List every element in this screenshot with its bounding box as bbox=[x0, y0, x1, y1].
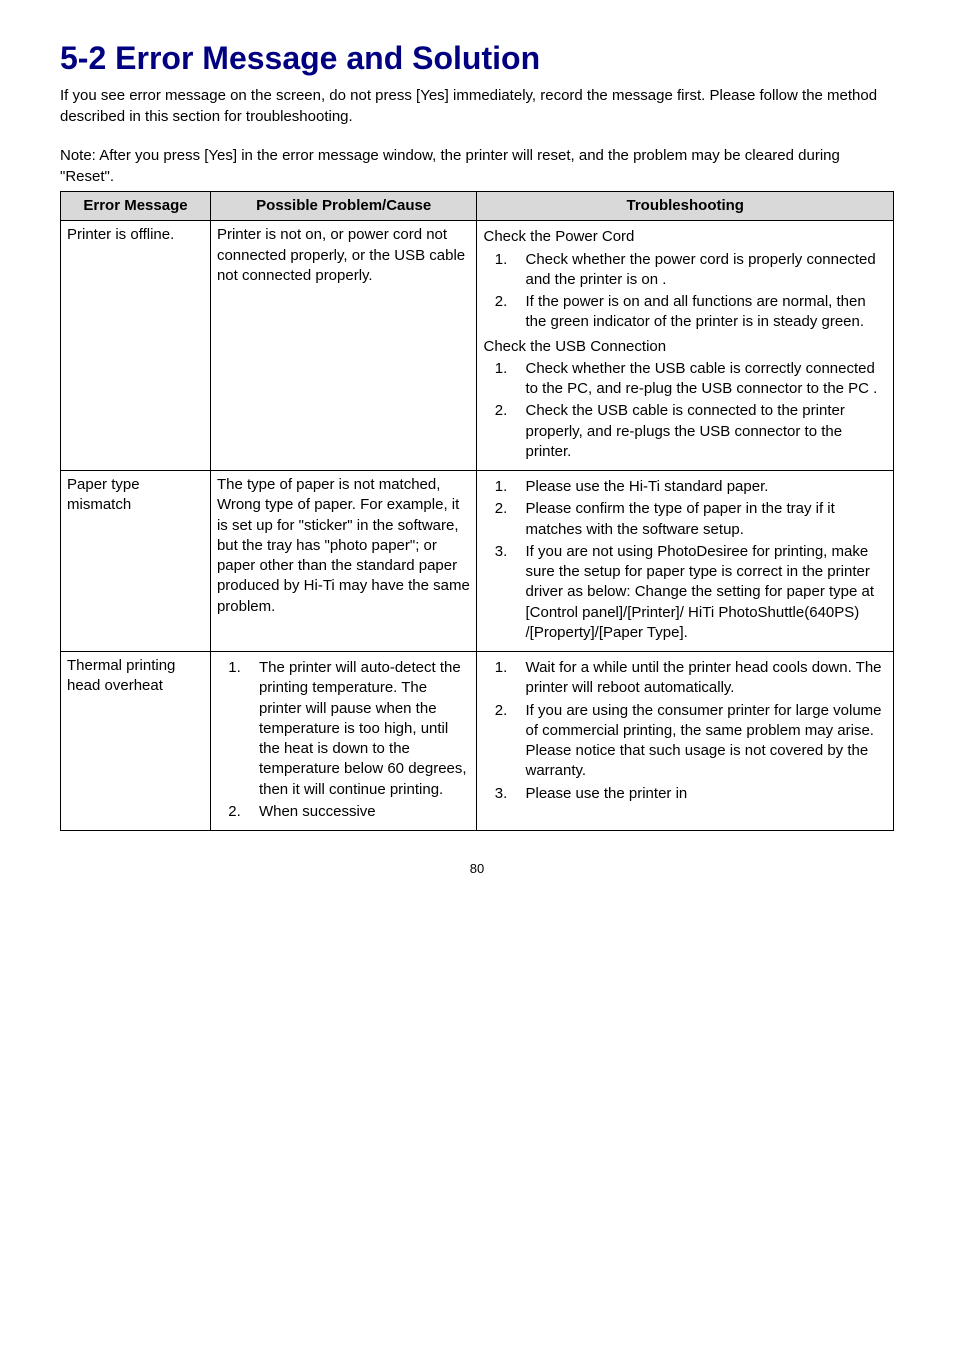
list-item: If you are not using PhotoDesiree for pr… bbox=[511, 542, 887, 643]
header-troubleshooting: Troubleshooting bbox=[477, 192, 894, 221]
list-item: The printer will auto-detect the printin… bbox=[245, 658, 471, 800]
table-row: Paper type mismatch The type of paper is… bbox=[61, 471, 894, 652]
list-item: Check whether the power cord is properly… bbox=[511, 250, 887, 291]
section-title: 5-2 Error Message and Solution bbox=[60, 40, 894, 77]
list-item: Please use the Hi-Ti standard paper. bbox=[511, 477, 887, 497]
list-item: When successive bbox=[245, 802, 471, 822]
header-possible-cause: Possible Problem/Cause bbox=[210, 192, 477, 221]
list-item: Please confirm the type of paper in the … bbox=[511, 499, 887, 540]
cell-error: Thermal printing head overheat bbox=[61, 652, 211, 831]
cell-troubleshoot: Wait for a while until the printer head … bbox=[477, 652, 894, 831]
list-item: Check the USB cable is connected to the … bbox=[511, 401, 887, 462]
table-row: Thermal printing head overheat The print… bbox=[61, 652, 894, 831]
error-table: Error Message Possible Problem/Cause Tro… bbox=[60, 191, 894, 831]
cell-troubleshoot: Please use the Hi-Ti standard paper. Ple… bbox=[477, 471, 894, 652]
check-usb-heading: Check the USB Connection bbox=[483, 337, 887, 357]
note-paragraph: Note: After you press [Yes] in the error… bbox=[60, 145, 894, 187]
cell-troubleshoot: Check the Power Cord Check whether the p… bbox=[477, 221, 894, 471]
cell-cause: The printer will auto-detect the printin… bbox=[210, 652, 477, 831]
intro-paragraph: If you see error message on the screen, … bbox=[60, 85, 894, 127]
table-row: Printer is offline. Printer is not on, o… bbox=[61, 221, 894, 471]
list-item: If the power is on and all functions are… bbox=[511, 292, 887, 333]
cell-error: Paper type mismatch bbox=[61, 471, 211, 652]
page-number: 80 bbox=[60, 861, 894, 876]
list-item: Please use the printer in bbox=[511, 784, 887, 804]
cell-cause: The type of paper is not matched, Wrong … bbox=[210, 471, 477, 652]
table-header-row: Error Message Possible Problem/Cause Tro… bbox=[61, 192, 894, 221]
header-error-message: Error Message bbox=[61, 192, 211, 221]
list-item: Wait for a while until the printer head … bbox=[511, 658, 887, 699]
cell-error: Printer is offline. bbox=[61, 221, 211, 471]
list-item: Check whether the USB cable is correctly… bbox=[511, 359, 887, 400]
check-power-heading: Check the Power Cord bbox=[483, 227, 887, 247]
cell-cause: Printer is not on, or power cord not con… bbox=[210, 221, 477, 471]
list-item: If you are using the consumer printer fo… bbox=[511, 701, 887, 782]
